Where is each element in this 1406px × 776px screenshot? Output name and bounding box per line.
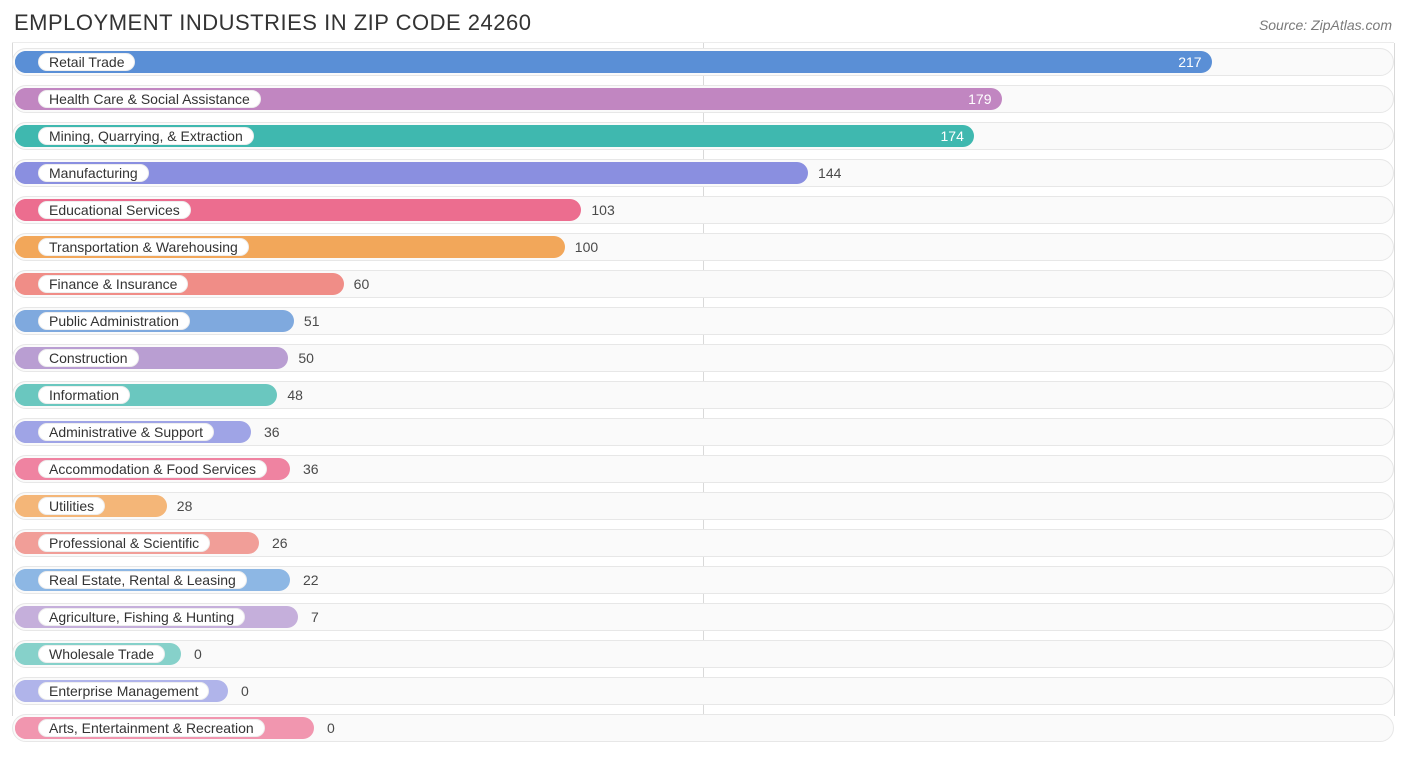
bar-label-pill: Educational Services bbox=[38, 201, 191, 219]
bar-row: Accommodation & Food Services 36 bbox=[12, 452, 1394, 486]
bar-left-arc bbox=[15, 199, 37, 221]
chart-container: EMPLOYMENT INDUSTRIES IN ZIP CODE 24260 … bbox=[0, 0, 1406, 776]
bar-left-arc bbox=[15, 310, 37, 332]
bar-value-label: 7 bbox=[311, 609, 319, 625]
bar-label-pill: Information bbox=[38, 386, 130, 404]
bar-value-label: 28 bbox=[177, 498, 193, 514]
bar-label-pill: Agriculture, Fishing & Hunting bbox=[38, 608, 245, 626]
bar-fill bbox=[15, 51, 1212, 73]
bar-row: Construction 50 bbox=[12, 341, 1394, 375]
bar-value-label: 36 bbox=[264, 424, 280, 440]
bar-row: Educational Services 103 bbox=[12, 193, 1394, 227]
bar-row: Real Estate, Rental & Leasing 22 bbox=[12, 563, 1394, 597]
bar-left-arc bbox=[15, 717, 37, 739]
bar-label-pill: Manufacturing bbox=[38, 164, 149, 182]
bar-row: Retail Trade 217 bbox=[12, 45, 1394, 79]
bar-label-pill: Wholesale Trade bbox=[38, 645, 165, 663]
bar-value-label: 22 bbox=[303, 572, 319, 588]
bar-row: Enterprise Management 0 bbox=[12, 674, 1394, 708]
bar-left-arc bbox=[15, 125, 37, 147]
bar-value-label: 60 bbox=[354, 276, 370, 292]
bar-value-label: 50 bbox=[298, 350, 314, 366]
bar-value-label: 144 bbox=[818, 165, 841, 181]
bar-value-label: 103 bbox=[591, 202, 614, 218]
bar-label-pill: Transportation & Warehousing bbox=[38, 238, 249, 256]
bar-row: Health Care & Social Assistance 179 bbox=[12, 82, 1394, 116]
bar-label-pill: Health Care & Social Assistance bbox=[38, 90, 261, 108]
bar-label-pill: Arts, Entertainment & Recreation bbox=[38, 719, 265, 737]
chart-plot-area: 0125250 Retail Trade217Health Care & Soc… bbox=[12, 42, 1394, 744]
bar-value-label: 0 bbox=[241, 683, 249, 699]
bar-left-arc bbox=[15, 421, 37, 443]
chart-header: EMPLOYMENT INDUSTRIES IN ZIP CODE 24260 … bbox=[0, 0, 1406, 42]
bar-value-label: 179 bbox=[968, 91, 991, 107]
bar-label-pill: Retail Trade bbox=[38, 53, 135, 71]
bar-label-pill: Administrative & Support bbox=[38, 423, 214, 441]
bar-value-label: 0 bbox=[327, 720, 335, 736]
bar-label-pill: Public Administration bbox=[38, 312, 190, 330]
bar-track bbox=[12, 640, 1394, 668]
bar-label-pill: Accommodation & Food Services bbox=[38, 460, 267, 478]
bar-left-arc bbox=[15, 495, 37, 517]
bar-left-arc bbox=[15, 51, 37, 73]
bar-label-pill: Real Estate, Rental & Leasing bbox=[38, 571, 247, 589]
bar-row: Information 48 bbox=[12, 378, 1394, 412]
bar-left-arc bbox=[15, 162, 37, 184]
bar-value-label: 36 bbox=[303, 461, 319, 477]
bars-area: Retail Trade 217 Health Care & Social Assi… bbox=[12, 45, 1394, 716]
bar-label-pill: Enterprise Management bbox=[38, 682, 209, 700]
bar-left-arc bbox=[15, 273, 37, 295]
bar-row: Public Administration 51 bbox=[12, 304, 1394, 338]
bar-row: Arts, Entertainment & Recreation 0 bbox=[12, 711, 1394, 745]
bar-left-arc bbox=[15, 458, 37, 480]
bar-label-pill: Professional & Scientific bbox=[38, 534, 210, 552]
bar-row: Wholesale Trade 0 bbox=[12, 637, 1394, 671]
bar-value-label: 51 bbox=[304, 313, 320, 329]
bar-row: Finance & Insurance 60 bbox=[12, 267, 1394, 301]
bar-left-arc bbox=[15, 532, 37, 554]
bar-row: Agriculture, Fishing & Hunting 7 bbox=[12, 600, 1394, 634]
bar-value-label: 174 bbox=[941, 128, 964, 144]
bar-row: Mining, Quarrying, & Extraction 174 bbox=[12, 119, 1394, 153]
bar-value-label: 217 bbox=[1178, 54, 1201, 70]
bar-row: Professional & Scientific 26 bbox=[12, 526, 1394, 560]
bar-label-pill: Utilities bbox=[38, 497, 105, 515]
bar-label-pill: Finance & Insurance bbox=[38, 275, 188, 293]
bar-left-arc bbox=[15, 643, 37, 665]
bar-left-arc bbox=[15, 569, 37, 591]
bar-left-arc bbox=[15, 680, 37, 702]
source-label: Source: ZipAtlas.com bbox=[1259, 17, 1392, 33]
bar-value-label: 100 bbox=[575, 239, 598, 255]
bar-left-arc bbox=[15, 347, 37, 369]
bar-left-arc bbox=[15, 236, 37, 258]
bar-label-pill: Construction bbox=[38, 349, 139, 367]
bar-row: Utilities 28 bbox=[12, 489, 1394, 523]
bar-left-arc bbox=[15, 88, 37, 110]
bar-value-label: 48 bbox=[287, 387, 303, 403]
bar-row: Administrative & Support 36 bbox=[12, 415, 1394, 449]
bar-row: Transportation & Warehousing 100 bbox=[12, 230, 1394, 264]
gridline bbox=[1394, 43, 1395, 716]
chart-title: EMPLOYMENT INDUSTRIES IN ZIP CODE 24260 bbox=[14, 10, 532, 36]
bar-left-arc bbox=[15, 606, 37, 628]
bar-value-label: 0 bbox=[194, 646, 202, 662]
bar-label-pill: Mining, Quarrying, & Extraction bbox=[38, 127, 254, 145]
bar-left-arc bbox=[15, 384, 37, 406]
bar-value-label: 26 bbox=[272, 535, 288, 551]
bar-track bbox=[12, 492, 1394, 520]
bar-row: Manufacturing 144 bbox=[12, 156, 1394, 190]
